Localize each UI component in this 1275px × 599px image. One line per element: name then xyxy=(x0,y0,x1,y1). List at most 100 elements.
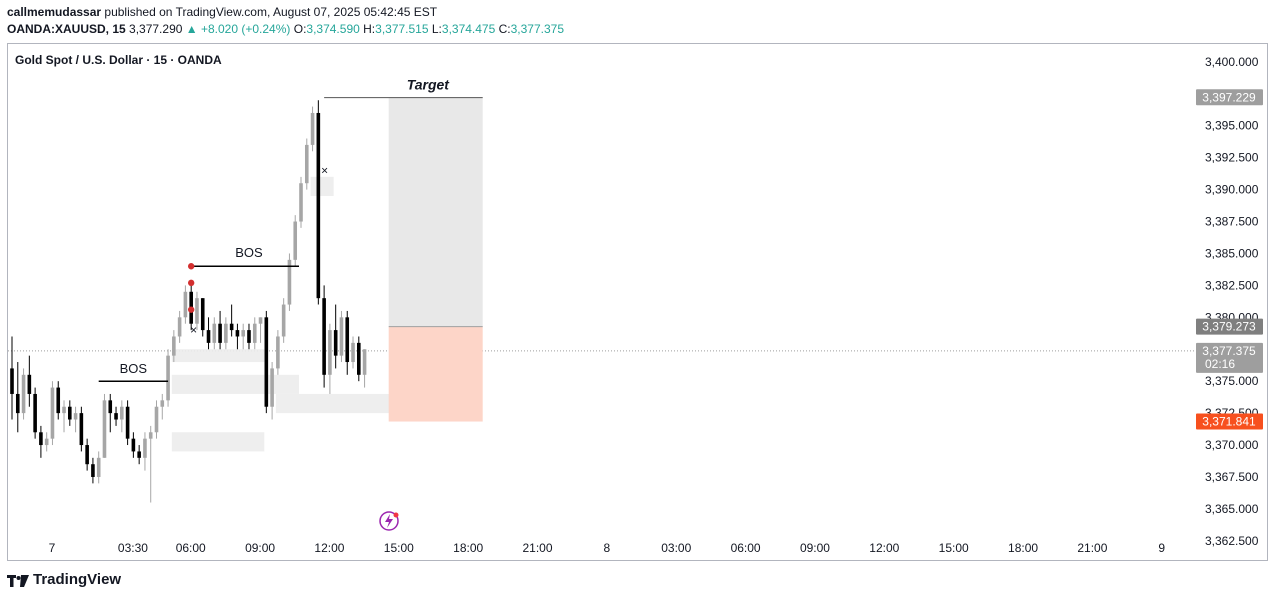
candle-body xyxy=(160,400,165,407)
price-label: 3,397.229 xyxy=(1202,90,1256,104)
candle-body xyxy=(33,393,37,433)
candle-body xyxy=(21,374,26,414)
open-label: O: xyxy=(293,22,307,36)
y-tick-label: 3,400.000 xyxy=(1205,55,1259,69)
price-label-box xyxy=(1196,89,1263,106)
candle-body xyxy=(10,368,14,394)
x-tick-label: 09:00 xyxy=(245,541,275,555)
candle-body xyxy=(287,259,292,305)
candle-body xyxy=(333,330,338,356)
candle-body xyxy=(293,221,298,260)
price-label-box xyxy=(1196,342,1263,373)
tradingview-brand: TradingView xyxy=(33,571,122,588)
y-tick-label: 3,362.500 xyxy=(1205,534,1259,548)
change-value: ▲ +8.020 (+0.24%) xyxy=(185,22,291,36)
chart-frame xyxy=(7,43,1268,561)
candle-body xyxy=(299,183,303,222)
candle-body xyxy=(212,323,217,343)
candle-body xyxy=(131,438,136,452)
y-tick-label: 3,395.000 xyxy=(1205,119,1259,133)
candle-body xyxy=(304,144,309,184)
candle-body xyxy=(137,451,141,458)
y-tick-label: 3,392.500 xyxy=(1205,151,1259,165)
x-tick-label: 12:00 xyxy=(869,541,899,555)
x-tick-label: 21:00 xyxy=(1077,541,1107,555)
swing-dot xyxy=(187,279,195,287)
price-label-box xyxy=(1196,318,1263,335)
candle-body xyxy=(357,342,361,375)
x-tick-label: 18:00 xyxy=(453,541,483,555)
candle-body xyxy=(258,317,263,324)
candle-body xyxy=(125,406,130,439)
candle-body xyxy=(85,445,89,465)
candle-body xyxy=(114,413,118,420)
y-tick-label: 3,385.000 xyxy=(1205,246,1259,260)
candle-body xyxy=(247,330,251,343)
x-tick-label: 06:00 xyxy=(176,541,206,555)
publish-line: callmemudassar published on TradingView.… xyxy=(7,5,437,19)
target-zone xyxy=(388,97,483,327)
x-tick-label: 15:00 xyxy=(939,541,969,555)
y-tick-label: 3,370.000 xyxy=(1205,438,1259,452)
tradingview-logo-icon xyxy=(7,574,29,587)
candle-body xyxy=(281,304,286,337)
low-value: 3,374.475 xyxy=(441,22,496,36)
target-label: Target xyxy=(407,77,451,93)
candle-body xyxy=(91,464,95,477)
price-label: 3,371.841 xyxy=(1202,415,1256,429)
candle-body xyxy=(148,432,153,439)
candle-body xyxy=(154,406,159,433)
swing-dot xyxy=(187,263,195,270)
candle-body xyxy=(108,400,113,414)
candle-body xyxy=(224,323,228,343)
ohlc-line: OANDA:XAUUSD, 15 3,377.290 ▲ +8.020 (+0.… xyxy=(7,22,564,36)
bos-label: BOS xyxy=(120,361,148,376)
candle-body xyxy=(241,330,245,337)
last-price: 3,377.290 xyxy=(129,22,183,36)
candle-body xyxy=(218,323,222,343)
stop-zone xyxy=(388,326,483,422)
candle-body xyxy=(362,349,367,375)
x-tick-label: 18:00 xyxy=(1008,541,1038,555)
candle-body xyxy=(68,406,72,420)
candle-body xyxy=(229,323,234,331)
author-name[interactable]: callmemudassar xyxy=(7,5,102,19)
candle-body xyxy=(316,112,321,299)
candle-body xyxy=(15,393,20,414)
candle-body xyxy=(264,317,269,407)
fvg-zone xyxy=(310,176,334,196)
close-label: C: xyxy=(498,22,511,36)
fvg-zone xyxy=(275,393,392,414)
tradingview-footer[interactable]: TradingView xyxy=(7,571,121,588)
candle-body xyxy=(328,330,332,375)
entry-marker: × xyxy=(321,163,328,177)
high-label: H: xyxy=(363,22,376,36)
candle-body xyxy=(56,387,61,414)
x-tick-label: 21:00 xyxy=(523,541,553,555)
candle-body xyxy=(172,336,176,356)
price-label: 3,377.375 xyxy=(1202,344,1256,358)
candle-body xyxy=(62,406,66,414)
candle-body xyxy=(339,317,344,356)
x-tick-label: 15:00 xyxy=(384,541,414,555)
candle-body xyxy=(120,406,124,420)
candle-body xyxy=(351,342,355,363)
candle-body xyxy=(143,438,147,458)
candle-body xyxy=(102,400,107,458)
candle-body xyxy=(44,438,49,446)
x-tick-label: 12:00 xyxy=(314,541,344,555)
high-value: 3,377.515 xyxy=(375,22,429,36)
y-tick-label: 3,390.000 xyxy=(1205,183,1259,197)
lightning-icon xyxy=(385,514,393,528)
candle-body xyxy=(195,298,199,324)
candle-body xyxy=(235,330,240,337)
x-tick-label: 8 xyxy=(604,541,611,555)
fvg-zone xyxy=(171,432,265,452)
candle-body xyxy=(166,355,170,401)
price-label: 3,379.273 xyxy=(1202,320,1256,334)
candle-body xyxy=(270,368,274,407)
fvg-zone xyxy=(171,349,265,363)
candle-body xyxy=(206,330,211,343)
entry-marker: × xyxy=(190,323,197,337)
